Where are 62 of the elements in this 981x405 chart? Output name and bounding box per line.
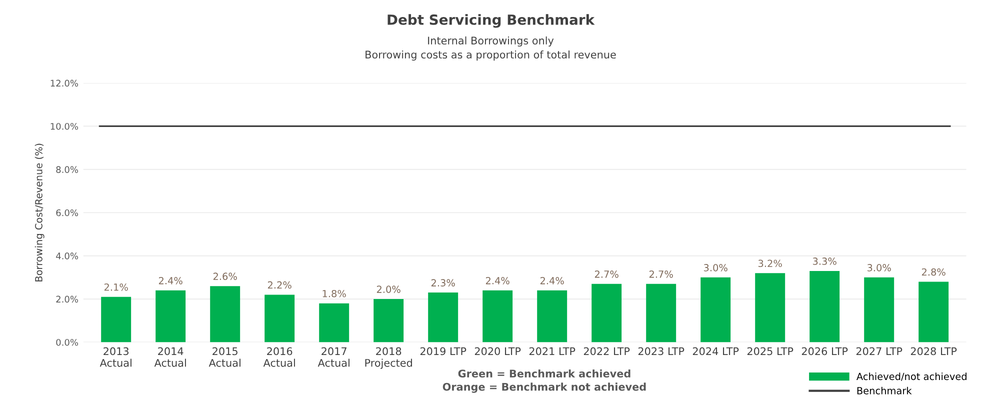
bar xyxy=(264,294,295,342)
x-tick-label: 2018 Projected xyxy=(365,347,412,369)
bar xyxy=(918,282,949,342)
x-tick-label: 2027 LTP xyxy=(856,347,902,356)
text: 2.2% xyxy=(268,281,292,289)
x-tick-label: 2021 LTP xyxy=(529,347,576,356)
x-tick-label: 2013 Actual xyxy=(100,347,132,367)
y-tick-label: 10.0% xyxy=(50,122,78,130)
bar xyxy=(101,296,132,342)
bar xyxy=(428,292,458,342)
text: 1.8% xyxy=(322,290,346,298)
bar xyxy=(210,286,240,342)
bar xyxy=(755,273,786,342)
bar xyxy=(374,299,404,342)
text: 2.7% xyxy=(594,270,618,278)
text: Orange = Benchmark not achieved xyxy=(442,382,646,393)
y-tick-label: 4.0% xyxy=(56,252,78,260)
text: 3.2% xyxy=(758,260,782,268)
text: 2.4% xyxy=(486,276,510,284)
x-tick-label: 2016 Actual xyxy=(263,347,295,367)
y-tick-label: 8.0% xyxy=(56,166,78,173)
text: 2.1% xyxy=(104,283,128,291)
y-tick-label: 6.0% xyxy=(56,209,78,216)
x-tick-label: 2023 LTP xyxy=(638,347,684,356)
bar xyxy=(810,270,840,342)
text: 3.0% xyxy=(704,264,728,272)
x-tick-label: 2026 LTP xyxy=(802,347,848,356)
y-tick-label: 2.0% xyxy=(56,296,78,303)
bar xyxy=(319,303,350,342)
text: 2.6% xyxy=(213,272,237,280)
x-tick-label: 2020 LTP xyxy=(474,347,521,356)
bar xyxy=(592,284,622,342)
text: 2.8% xyxy=(922,268,946,276)
text: 2.3% xyxy=(431,279,455,286)
x-tick-label: 2017 Actual xyxy=(318,347,350,367)
text: Green = Benchmark achieved xyxy=(458,369,630,378)
x-tick-label: 2019 LTP xyxy=(420,347,466,356)
bar xyxy=(156,290,186,342)
x-tick-label: 2014 Actual xyxy=(154,347,186,367)
text: 2.7% xyxy=(649,270,673,278)
text: 2.4% xyxy=(158,276,182,284)
text: 3.3% xyxy=(812,258,836,265)
text: 2.0% xyxy=(376,286,400,293)
bar xyxy=(700,277,731,342)
y-axis-title: Borrowing Cost/Revenue (%) xyxy=(34,144,44,282)
bar xyxy=(646,284,676,342)
chart-subtitle: Internal Borrowings only Borrowing costs as a proportion of total revenue xyxy=(366,36,616,61)
x-tick-label: 2024 LTP xyxy=(692,347,739,356)
legend-label: Achieved/not achieved xyxy=(856,372,966,381)
y-tick-label: 0.0% xyxy=(56,338,78,346)
bar xyxy=(864,277,894,342)
x-tick-label: 2015 Actual xyxy=(208,347,240,367)
x-tick-label: 2022 LTP xyxy=(584,347,630,356)
bar xyxy=(537,290,568,342)
bar xyxy=(482,290,513,342)
text: 3.0% xyxy=(867,264,891,272)
legend-label: Benchmark xyxy=(857,386,912,394)
x-tick-label: 2025 LTP xyxy=(747,347,794,356)
y-tick-label: 12.0% xyxy=(50,80,78,87)
chart-title: Debt Servicing Benchmark xyxy=(388,14,595,28)
x-tick-label: 2028 LTP xyxy=(910,347,957,356)
text: 2.4% xyxy=(540,276,564,284)
